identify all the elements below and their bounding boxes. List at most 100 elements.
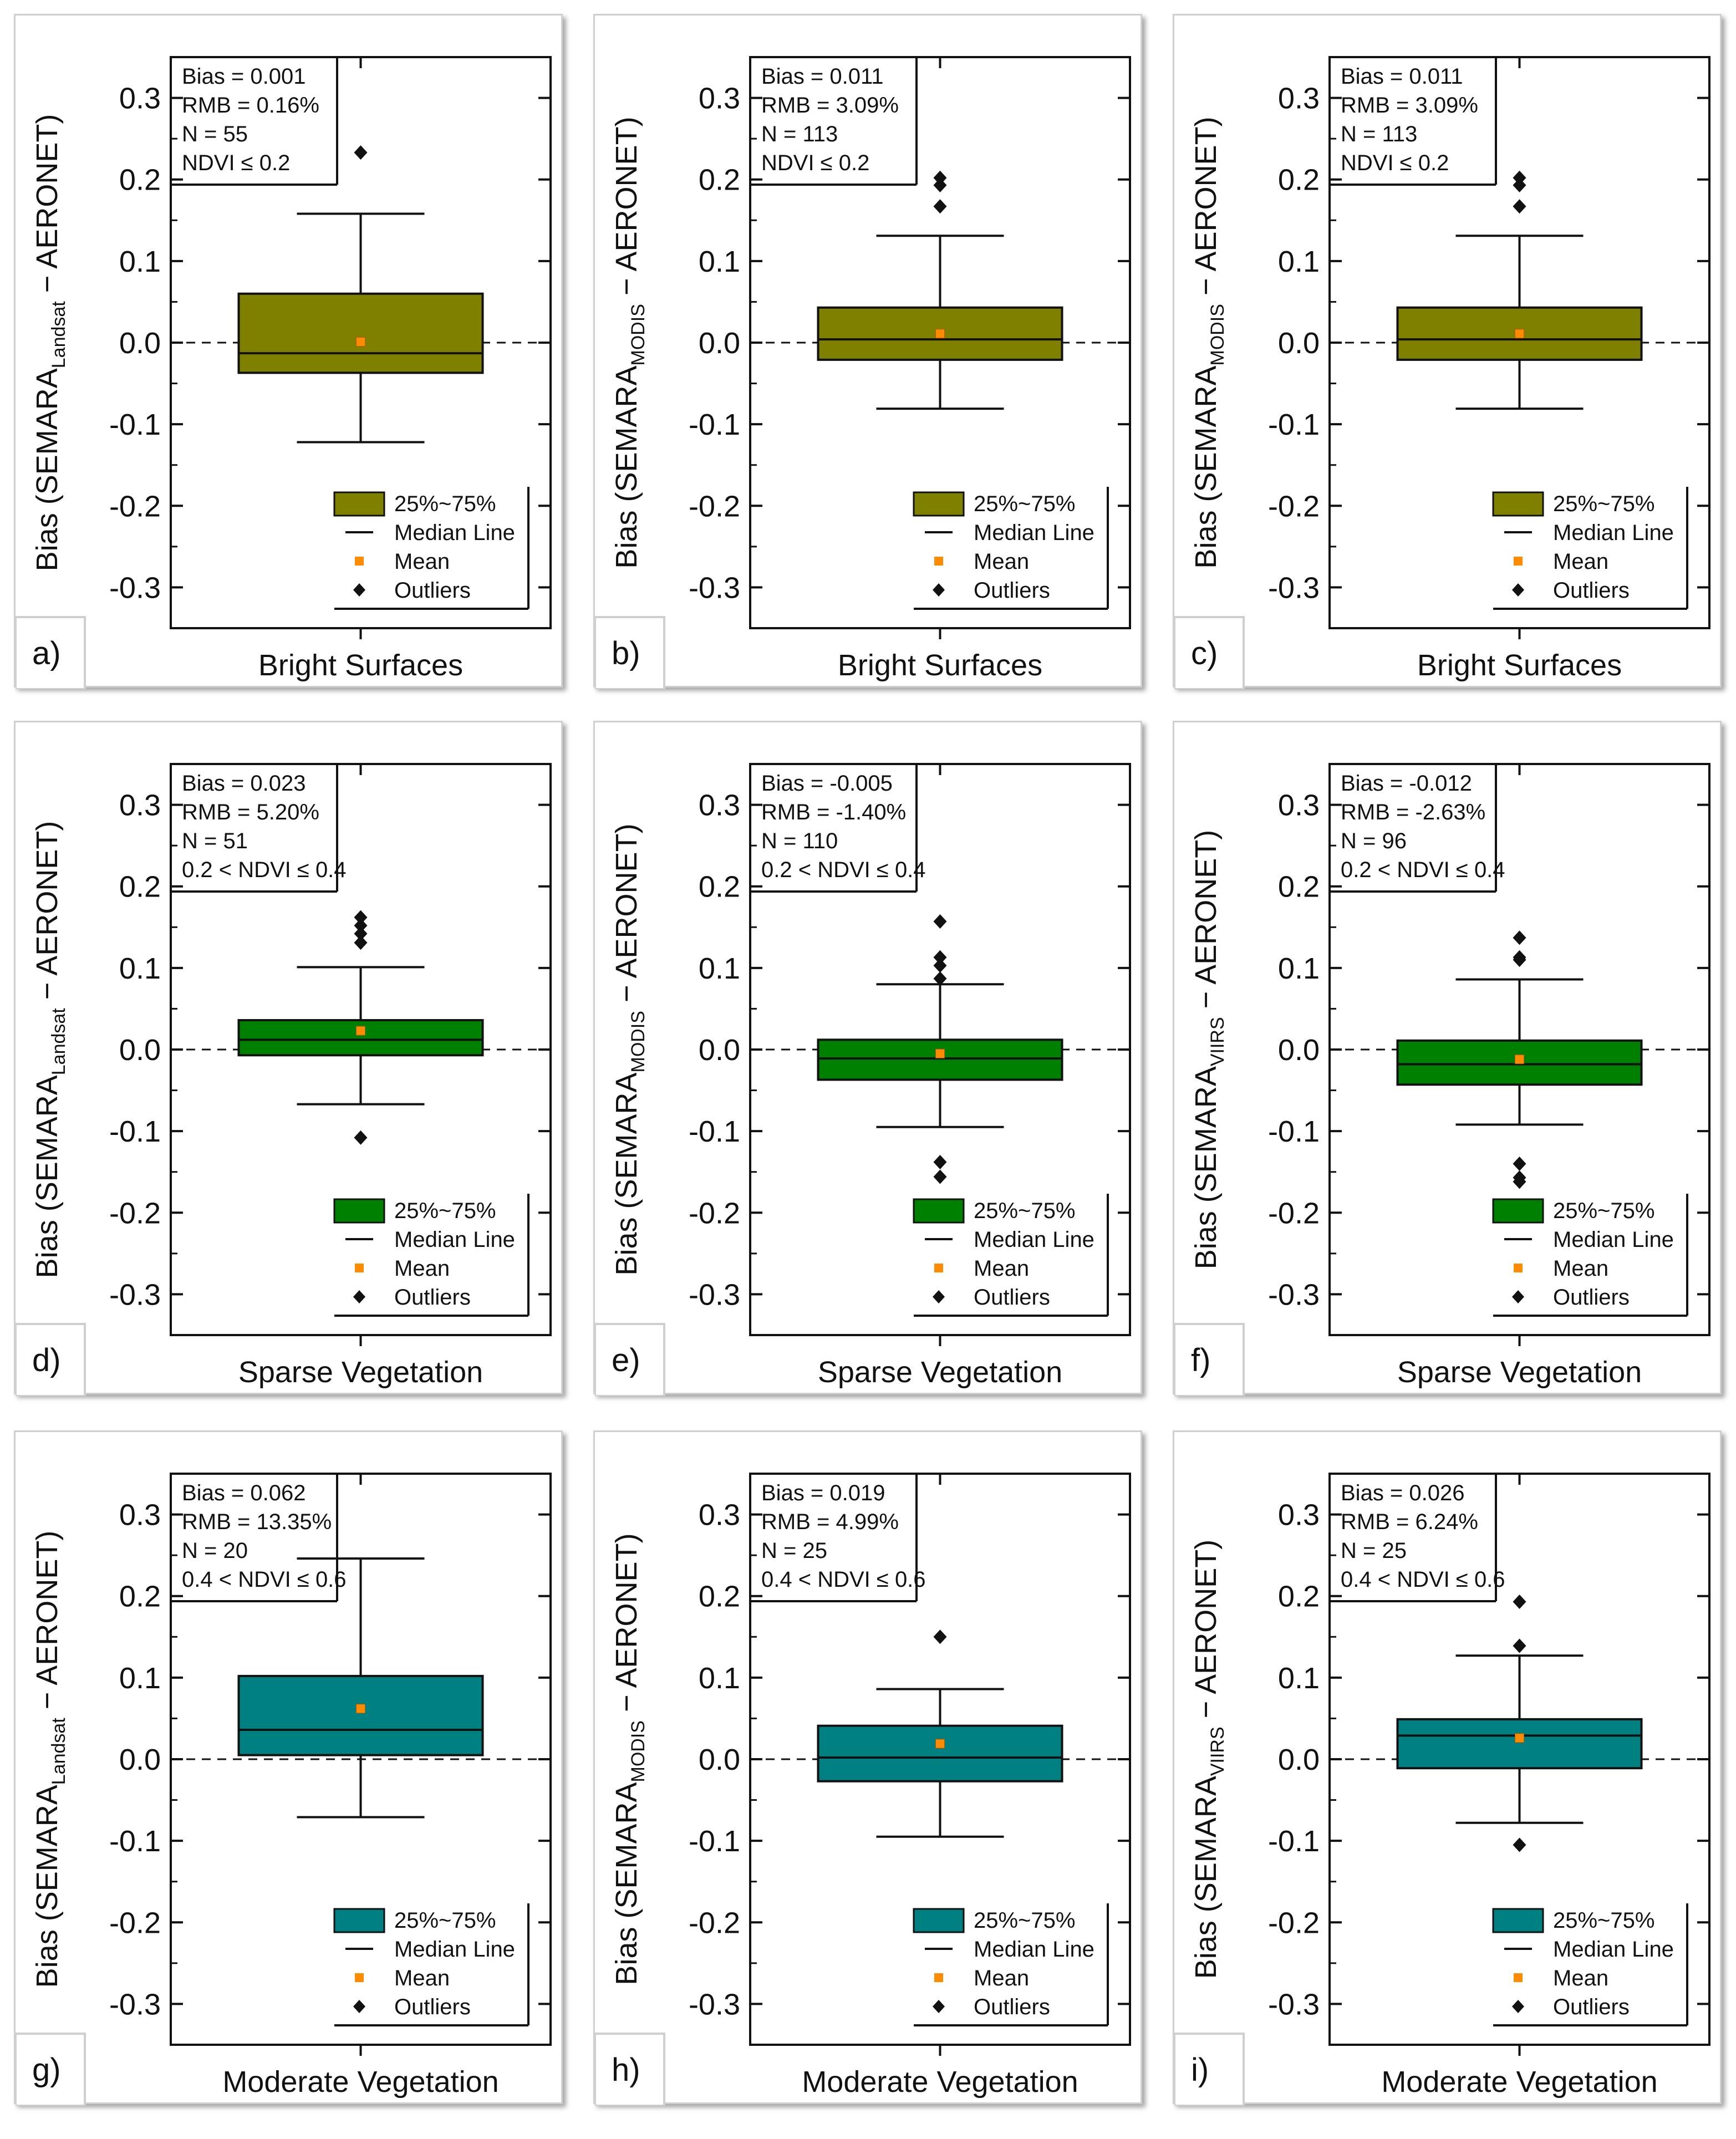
y-axis-title: Bias (SEMARAMODIS − AERONET) <box>610 116 649 568</box>
legend-mean-swatch <box>934 1973 943 1982</box>
x-category-label: Bright Surfaces <box>838 649 1042 682</box>
legend-label: Outliers <box>394 1285 471 1310</box>
panel-label: f) <box>1191 1342 1210 1378</box>
legend-label: Outliers <box>974 1285 1050 1310</box>
outlier-point <box>1513 953 1526 967</box>
outlier-point <box>933 170 947 185</box>
y-tick-label: 0.3 <box>699 789 740 822</box>
legend-label: Median Line <box>1553 1228 1674 1252</box>
y-tick-label: 0.2 <box>119 870 161 904</box>
stats-line: RMB = 3.09% <box>761 93 899 118</box>
stats-line: N = 51 <box>182 829 248 853</box>
legend-mean-swatch <box>355 557 364 566</box>
mean-marker <box>935 1739 945 1749</box>
y-tick-label: -0.2 <box>109 1906 161 1939</box>
panel-label: h) <box>612 2052 640 2088</box>
stats-line: RMB = 6.24% <box>1341 1510 1478 1534</box>
y-tick-label: 0.2 <box>1278 164 1320 197</box>
y-tick-label: 0.0 <box>1278 1033 1320 1067</box>
legend-mean-swatch <box>355 1264 364 1272</box>
chart-panel-6: 0.3 0.2 0.1 0.0 -0.1 -0.2 -0.3 Sparse Vegetatio… <box>1173 721 1722 1396</box>
legend-mean-swatch <box>934 557 943 566</box>
box-plot-svg: 0.3 0.2 0.1 0.0 -0.1 -0.2 -0.3 Moderate Vegetat… <box>595 1473 1131 2106</box>
legend-outlier-swatch <box>353 583 365 597</box>
y-axis-title: Bias (SEMARAVIIRS − AERONET) <box>1189 830 1228 1270</box>
y-tick-label: 0.0 <box>699 327 740 360</box>
outlier-point <box>354 1130 368 1145</box>
mean-marker <box>935 1048 945 1058</box>
outlier-point <box>933 178 947 193</box>
x-category-label: Sparse Vegetation <box>1397 1356 1642 1389</box>
legend-box-swatch <box>913 1908 965 1933</box>
outlier-point <box>1513 1174 1526 1189</box>
y-tick-label: 0.1 <box>119 1662 161 1695</box>
stats-line: RMB = 5.20% <box>182 800 319 824</box>
outlier-point <box>933 1155 947 1170</box>
y-tick-label: -0.3 <box>1268 1278 1320 1311</box>
y-tick-label: -0.2 <box>689 1196 740 1230</box>
legend-label: Outliers <box>1553 1995 1630 2019</box>
y-axis-title: Bias (SEMARAMODIS − AERONET) <box>1189 116 1228 568</box>
y-tick-label: -0.1 <box>1268 408 1320 441</box>
outlier-point <box>1513 178 1526 193</box>
y-tick-label: 0.1 <box>1278 245 1320 278</box>
legend-label: 25%~75% <box>974 1908 1075 1933</box>
outlier-point <box>354 910 368 925</box>
legend-label: Outliers <box>1553 578 1630 603</box>
chart-panel-8: 0.3 0.2 0.1 0.0 -0.1 -0.2 -0.3 Moderate Vegetat… <box>593 1430 1142 2106</box>
y-tick-label: -0.3 <box>109 1988 161 2021</box>
mean-marker <box>1515 329 1524 339</box>
legend-mean-swatch <box>1514 557 1523 566</box>
y-tick-label: -0.2 <box>109 1196 161 1230</box>
stats-line: N = 113 <box>1341 122 1417 146</box>
stats-line: 0.4 < NDVI ≤ 0.6 <box>1341 1567 1505 1592</box>
y-tick-label: 0.0 <box>699 1743 740 1776</box>
legend-label: Outliers <box>1553 1285 1630 1310</box>
y-tick-label: 0.3 <box>1278 82 1320 115</box>
y-tick-label: 0.2 <box>699 164 740 197</box>
legend-label: Median Line <box>974 1228 1094 1252</box>
chart-panel-5: 0.3 0.2 0.1 0.0 -0.1 -0.2 -0.3 Sparse Vegetatio… <box>593 721 1142 1396</box>
y-tick-label: 0.1 <box>699 1662 740 1695</box>
legend-box-swatch <box>913 1198 965 1224</box>
legend-label: 25%~75% <box>974 1199 1075 1223</box>
legend-label: Mean <box>394 1256 450 1281</box>
mean-marker <box>356 1026 365 1036</box>
mean-marker <box>935 329 945 339</box>
stats-line: RMB = -2.63% <box>1341 800 1485 824</box>
stats-line: Bias = 0.019 <box>761 1481 885 1505</box>
x-category-label: Sparse Vegetation <box>238 1356 483 1389</box>
box-plot-svg: 0.3 0.2 0.1 0.0 -0.1 -0.2 -0.3 Bright Surfaces B… <box>16 56 552 689</box>
outlier-point <box>354 926 368 941</box>
y-tick-label: -0.1 <box>689 408 740 441</box>
stats-line: RMB = 0.16% <box>182 93 319 118</box>
box-plot-svg: 0.3 0.2 0.1 0.0 -0.1 -0.2 -0.3 Sparse Vegetatio… <box>1174 763 1710 1396</box>
legend-label: 25%~75% <box>394 492 496 516</box>
panel-label: d) <box>32 1342 61 1378</box>
legend-label: Outliers <box>394 578 471 603</box>
legend-outlier-swatch <box>933 583 945 597</box>
y-tick-label: 0.3 <box>119 82 161 115</box>
y-tick-label: 0.3 <box>1278 789 1320 822</box>
y-tick-label: -0.2 <box>1268 1906 1320 1939</box>
chart-panel-9: 0.3 0.2 0.1 0.0 -0.1 -0.2 -0.3 Moderate Vegetat… <box>1173 1430 1722 2106</box>
stats-line: N = 55 <box>182 122 248 146</box>
outlier-point <box>1513 199 1526 214</box>
stats-line: 0.2 < NDVI ≤ 0.4 <box>1341 858 1505 882</box>
y-axis-title: Bias (SEMARALandsat − AERONET) <box>30 821 69 1279</box>
y-tick-label: -0.2 <box>109 490 161 523</box>
legend-mean-swatch <box>1514 1264 1523 1272</box>
y-tick-label: 0.2 <box>699 1580 740 1613</box>
iqr-box <box>817 1724 1063 1783</box>
legend-label: Mean <box>394 549 450 574</box>
stats-line: N = 20 <box>182 1539 248 1563</box>
outlier-point <box>1513 930 1526 945</box>
y-axis-title: Bias (SEMARALandsat − AERONET) <box>30 1531 69 1988</box>
iqr-box <box>817 1038 1063 1081</box>
y-tick-label: 0.0 <box>119 1033 161 1067</box>
panel-label-tab <box>595 2033 665 2106</box>
stats-line: 0.4 < NDVI ≤ 0.6 <box>761 1567 926 1592</box>
x-category-label: Bright Surfaces <box>258 649 463 682</box>
legend-mean-swatch <box>1514 1973 1523 1982</box>
stats-line: N = 113 <box>761 122 838 146</box>
